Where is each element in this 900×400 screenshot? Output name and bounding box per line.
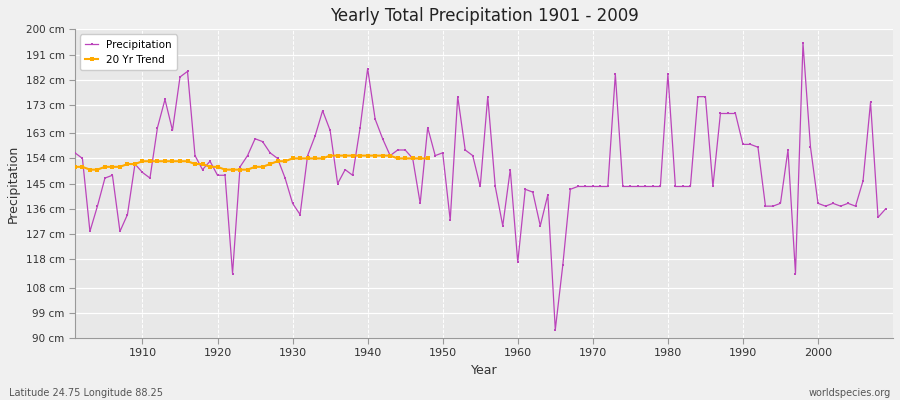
Text: Latitude 24.75 Longitude 88.25: Latitude 24.75 Longitude 88.25 [9, 388, 163, 398]
20 Yr Trend [317, 156, 328, 161]
20 Yr Trend [332, 153, 343, 158]
20 Yr Trend [362, 153, 373, 158]
20 Yr Trend [370, 153, 381, 158]
20 Yr Trend [287, 156, 298, 161]
Text: worldspecies.org: worldspecies.org [809, 388, 891, 398]
Legend: Precipitation, 20 Yr Trend: Precipitation, 20 Yr Trend [80, 34, 177, 70]
20 Yr Trend [227, 167, 238, 172]
Precipitation [512, 260, 523, 265]
20 Yr Trend [175, 159, 185, 164]
20 Yr Trend [167, 159, 178, 164]
20 Yr Trend [152, 159, 163, 164]
20 Yr Trend [159, 159, 170, 164]
20 Yr Trend [257, 164, 268, 169]
Y-axis label: Precipitation: Precipitation [7, 144, 20, 223]
20 Yr Trend [235, 167, 246, 172]
Line: 20 Yr Trend: 20 Yr Trend [73, 154, 430, 172]
Precipitation [130, 162, 140, 166]
20 Yr Trend [137, 159, 148, 164]
20 Yr Trend [339, 153, 350, 158]
20 Yr Trend [85, 167, 95, 172]
20 Yr Trend [190, 162, 201, 166]
20 Yr Trend [310, 156, 320, 161]
20 Yr Trend [197, 162, 208, 166]
20 Yr Trend [392, 156, 403, 161]
20 Yr Trend [422, 156, 433, 161]
Line: Precipitation: Precipitation [74, 42, 886, 331]
20 Yr Trend [294, 156, 305, 161]
Precipitation [69, 150, 80, 155]
20 Yr Trend [242, 167, 253, 172]
Precipitation [339, 167, 350, 172]
20 Yr Trend [107, 164, 118, 169]
20 Yr Trend [265, 162, 275, 166]
Precipitation [880, 206, 891, 211]
Precipitation [797, 41, 808, 46]
20 Yr Trend [212, 164, 223, 169]
20 Yr Trend [280, 159, 291, 164]
20 Yr Trend [400, 156, 410, 161]
20 Yr Trend [272, 159, 283, 164]
X-axis label: Year: Year [471, 364, 498, 377]
20 Yr Trend [122, 162, 133, 166]
20 Yr Trend [385, 153, 396, 158]
20 Yr Trend [415, 156, 426, 161]
20 Yr Trend [77, 164, 88, 169]
20 Yr Trend [302, 156, 313, 161]
20 Yr Trend [182, 159, 193, 164]
Title: Yearly Total Precipitation 1901 - 2009: Yearly Total Precipitation 1901 - 2009 [329, 7, 638, 25]
20 Yr Trend [249, 164, 260, 169]
20 Yr Trend [92, 167, 103, 172]
20 Yr Trend [114, 164, 125, 169]
20 Yr Trend [130, 162, 140, 166]
20 Yr Trend [377, 153, 388, 158]
20 Yr Trend [145, 159, 156, 164]
20 Yr Trend [69, 164, 80, 169]
Precipitation [505, 167, 516, 172]
20 Yr Trend [355, 153, 365, 158]
20 Yr Trend [204, 164, 215, 169]
20 Yr Trend [347, 153, 358, 158]
20 Yr Trend [325, 153, 336, 158]
Precipitation [294, 212, 305, 217]
20 Yr Trend [100, 164, 111, 169]
Precipitation [610, 72, 621, 76]
Precipitation [550, 327, 561, 332]
20 Yr Trend [220, 167, 230, 172]
20 Yr Trend [408, 156, 418, 161]
